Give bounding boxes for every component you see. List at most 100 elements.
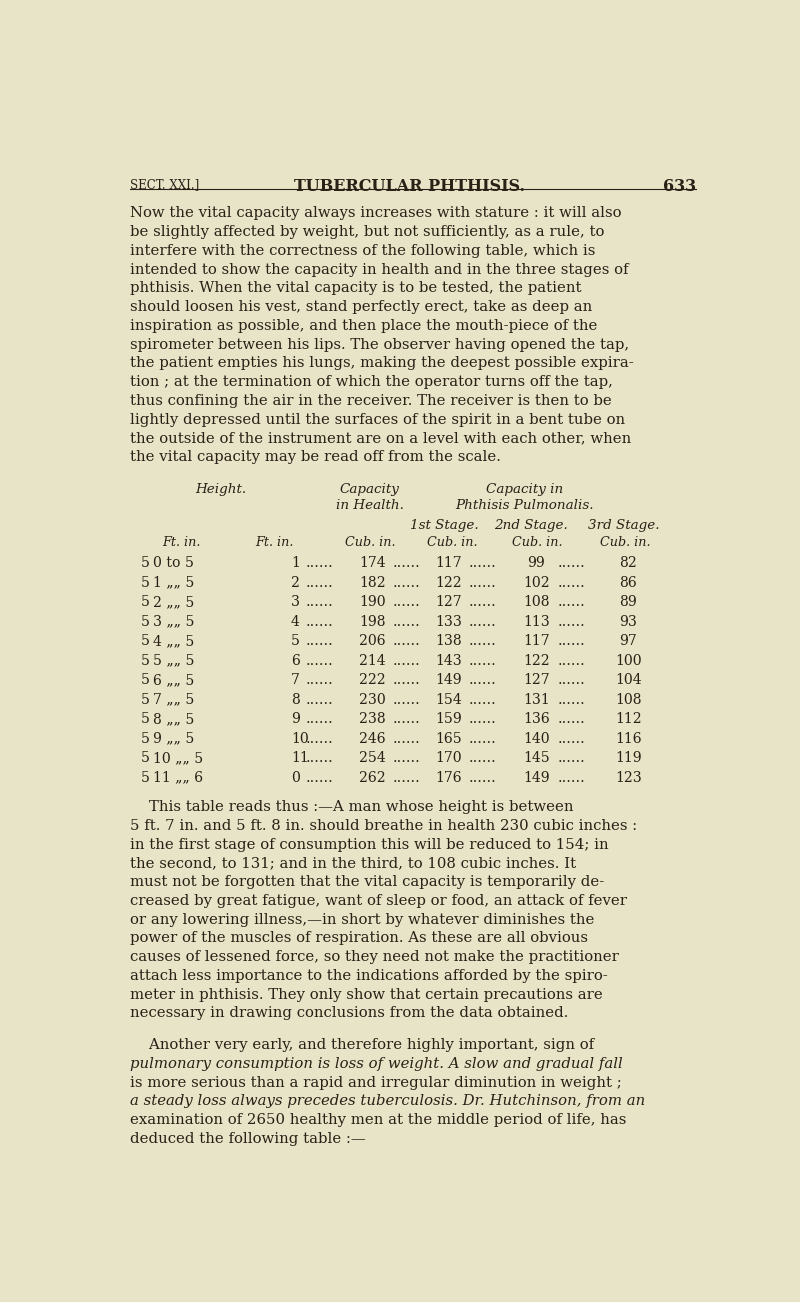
Text: 116: 116: [615, 732, 642, 746]
Text: phthisis. When the vital capacity is to be tested, the patient: phthisis. When the vital capacity is to …: [130, 281, 582, 296]
Text: 117: 117: [435, 556, 462, 570]
Text: ......: ......: [306, 693, 334, 707]
Text: 5: 5: [141, 751, 150, 766]
Text: 149: 149: [523, 771, 550, 785]
Text: causes of lessened force, so they need not make the practitioner: causes of lessened force, so they need n…: [130, 950, 618, 965]
Text: Ft. in.: Ft. in.: [255, 536, 294, 549]
Text: ......: ......: [306, 595, 334, 609]
Text: 89: 89: [619, 595, 637, 609]
Text: 5: 5: [141, 693, 150, 707]
Text: 93: 93: [619, 615, 637, 629]
Text: ......: ......: [558, 556, 586, 570]
Text: Capacity in: Capacity in: [486, 483, 563, 496]
Text: 123: 123: [615, 771, 642, 785]
Text: ......: ......: [468, 575, 496, 590]
Text: 5: 5: [141, 654, 150, 668]
Text: ......: ......: [306, 732, 334, 746]
Text: ......: ......: [306, 673, 334, 687]
Text: attach less importance to the indications afforded by the spiro-: attach less importance to the indication…: [130, 969, 607, 983]
Text: 117: 117: [523, 634, 550, 648]
Text: tion ; at the termination of which the operator turns off the tap,: tion ; at the termination of which the o…: [130, 375, 613, 389]
Text: 170: 170: [435, 751, 462, 766]
Text: 145: 145: [523, 751, 550, 766]
Text: 206: 206: [359, 634, 386, 648]
Text: 1st Stage.: 1st Stage.: [410, 519, 478, 533]
Text: deduced the following table :—: deduced the following table :—: [130, 1131, 366, 1146]
Text: 4: 4: [291, 615, 300, 629]
Text: 108: 108: [615, 693, 642, 707]
Text: creased by great fatigue, want of sleep or food, an attack of fever: creased by great fatigue, want of sleep …: [130, 894, 626, 907]
Text: Cub. in.: Cub. in.: [345, 536, 395, 549]
Text: ......: ......: [468, 693, 496, 707]
Text: 86: 86: [619, 575, 637, 590]
Text: 108: 108: [523, 595, 550, 609]
Text: Now the vital capacity always increases with stature : it will also: Now the vital capacity always increases …: [130, 207, 622, 220]
Text: ......: ......: [558, 712, 586, 727]
Text: ......: ......: [393, 615, 420, 629]
Text: 104: 104: [615, 673, 642, 687]
Text: ......: ......: [393, 771, 420, 785]
Text: inspiration as possible, and then place the mouth-piece of the: inspiration as possible, and then place …: [130, 319, 597, 333]
Text: 9: 9: [291, 712, 300, 727]
Text: 214: 214: [359, 654, 386, 668]
Text: Cub. in.: Cub. in.: [600, 536, 650, 549]
Text: 97: 97: [619, 634, 637, 648]
Text: 633: 633: [663, 178, 697, 195]
Text: or any lowering illness,—in short by whatever diminishes the: or any lowering illness,—in short by wha…: [130, 913, 594, 927]
Text: ......: ......: [306, 575, 334, 590]
Text: 102: 102: [523, 575, 550, 590]
Text: ......: ......: [393, 595, 420, 609]
Text: 7: 7: [291, 673, 300, 687]
Text: 254: 254: [359, 751, 386, 766]
Text: Another very early, and therefore highly important, sign of: Another very early, and therefore highly…: [130, 1038, 594, 1052]
Text: ......: ......: [558, 654, 586, 668]
Text: ......: ......: [468, 771, 496, 785]
Text: 112: 112: [615, 712, 642, 727]
Text: lightly depressed until the surfaces of the spirit in a bent tube on: lightly depressed until the surfaces of …: [130, 413, 625, 427]
Text: ......: ......: [558, 673, 586, 687]
Text: 4 „„ 5: 4 „„ 5: [153, 634, 194, 648]
Text: 122: 122: [523, 654, 550, 668]
Text: 159: 159: [435, 712, 462, 727]
Text: 230: 230: [359, 693, 386, 707]
Text: 1 „„ 5: 1 „„ 5: [153, 575, 194, 590]
Text: 5 „„ 5: 5 „„ 5: [153, 654, 194, 668]
Text: 190: 190: [359, 595, 386, 609]
Text: spirometer between his lips. The observer having opened the tap,: spirometer between his lips. The observe…: [130, 337, 629, 352]
Text: ......: ......: [306, 771, 334, 785]
Text: 143: 143: [435, 654, 462, 668]
Text: 262: 262: [359, 771, 386, 785]
Text: ......: ......: [393, 556, 420, 570]
Text: SECT. XXI.]: SECT. XXI.]: [130, 178, 199, 191]
Text: Cub. in.: Cub. in.: [512, 536, 562, 549]
Text: 0: 0: [291, 771, 300, 785]
Text: necessary in drawing conclusions from the data obtained.: necessary in drawing conclusions from th…: [130, 1006, 568, 1021]
Text: 99: 99: [528, 556, 546, 570]
Text: 182: 182: [359, 575, 386, 590]
Text: ......: ......: [306, 751, 334, 766]
Text: ......: ......: [468, 654, 496, 668]
Text: ......: ......: [306, 556, 334, 570]
Text: power of the muscles of respiration. As these are all obvious: power of the muscles of respiration. As …: [130, 931, 588, 945]
Text: 5: 5: [141, 634, 150, 648]
Text: 8: 8: [291, 693, 300, 707]
Text: a steady loss always precedes tuberculosis. Dr. Hutchinson, from an: a steady loss always precedes tuberculos…: [130, 1095, 645, 1108]
Text: ......: ......: [558, 615, 586, 629]
Text: ......: ......: [306, 634, 334, 648]
Text: 0 to 5: 0 to 5: [153, 556, 194, 570]
Text: Phthisis Pulmonalis.: Phthisis Pulmonalis.: [455, 500, 594, 513]
Text: ......: ......: [558, 751, 586, 766]
Text: be slightly affected by weight, but not sufficiently, as a rule, to: be slightly affected by weight, but not …: [130, 225, 604, 240]
Text: 10: 10: [291, 732, 309, 746]
Text: ......: ......: [468, 712, 496, 727]
Text: ......: ......: [393, 634, 420, 648]
Text: 5: 5: [291, 634, 300, 648]
Text: ......: ......: [393, 712, 420, 727]
Text: interfere with the correctness of the following table, which is: interfere with the correctness of the fo…: [130, 243, 595, 258]
Text: 113: 113: [523, 615, 550, 629]
Text: thus confining the air in the receiver. The receiver is then to be: thus confining the air in the receiver. …: [130, 393, 611, 408]
Text: 3 „„ 5: 3 „„ 5: [153, 615, 194, 629]
Text: the outside of the instrument are on a level with each other, when: the outside of the instrument are on a l…: [130, 431, 631, 445]
Text: 198: 198: [359, 615, 386, 629]
Text: ......: ......: [558, 693, 586, 707]
